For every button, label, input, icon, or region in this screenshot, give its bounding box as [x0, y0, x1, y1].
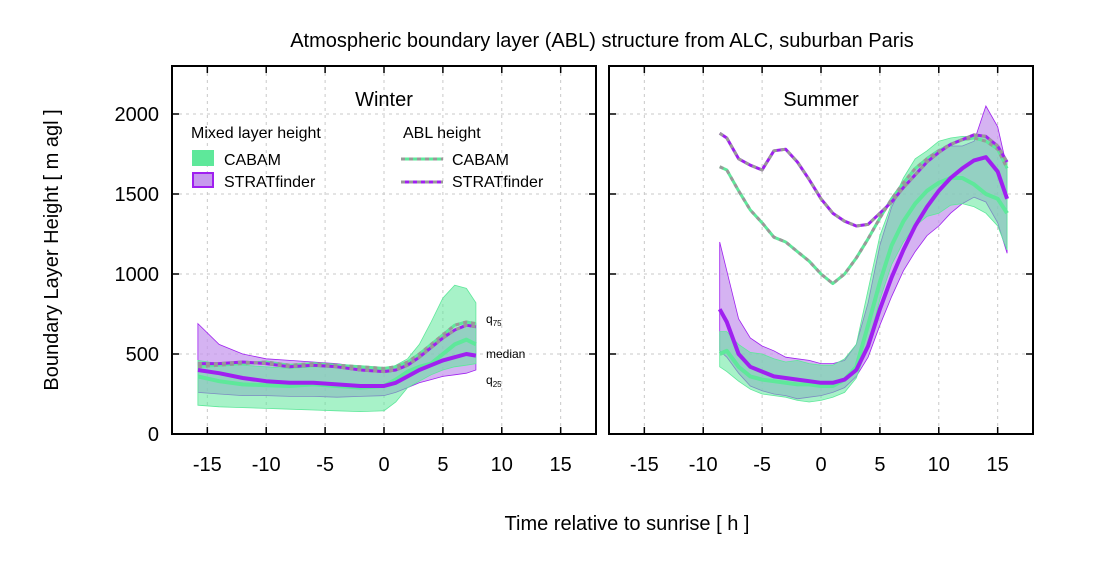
panel-summer-title: Summer — [783, 89, 859, 111]
x-tick-label: -5 — [316, 454, 334, 476]
annotation-q75-sub: 75 — [493, 319, 502, 328]
legend-label-stratfinder-abl: STRATfinder — [452, 174, 544, 191]
y-tick-label: 1500 — [115, 184, 160, 206]
legend-swatch-cabam-mlh — [192, 150, 214, 166]
x-tick-label: 5 — [437, 454, 448, 476]
x-tick-label: 15 — [987, 454, 1009, 476]
y-tick-label: 1000 — [115, 264, 160, 286]
x-tick-label: -15 — [630, 454, 659, 476]
line-median-stratfinder-summer — [717, 155, 1009, 385]
x-tick-label: 5 — [874, 454, 885, 476]
ticks-summer: -15 -10 -5 0 5 10 15 — [609, 66, 1033, 476]
y-tick-label: 2000 — [115, 104, 160, 126]
y-axis-label: Boundary Layer Height [ m agl ] — [41, 109, 63, 390]
x-tick-label: 0 — [815, 454, 826, 476]
panel-winter: -15 -10 -5 0 5 10 15 0 500 1000 1500 2000 — [115, 66, 596, 476]
x-tick-label: -15 — [193, 454, 222, 476]
panel-summer: -15 -10 -5 0 5 10 15 — [609, 66, 1033, 476]
dash-abl-stratfinder-summer — [718, 131, 1009, 228]
x-tick-label: -10 — [252, 454, 281, 476]
panel-summer-frame — [608, 65, 1034, 435]
x-axis-label: Time relative to sunrise [ h ] — [505, 513, 750, 535]
data-layer-winter — [197, 284, 477, 413]
legend-label-cabam-mlh: CABAM — [224, 152, 281, 169]
legend-label-cabam-abl: CABAM — [452, 152, 509, 169]
band-cabam-mlh-winter — [197, 284, 477, 413]
band-cabam-mlh-summer — [719, 136, 1008, 403]
legend-label-stratfinder-mlh: STRATfinder — [224, 174, 316, 191]
x-tick-label: -5 — [753, 454, 771, 476]
line-median-cabam-summer — [718, 176, 1009, 388]
dash-abl-cabam-winter — [197, 320, 477, 370]
panel-winter-frame — [171, 65, 597, 435]
ticks-winter: -15 -10 -5 0 5 10 15 0 500 1000 1500 2000 — [115, 66, 596, 476]
x-tick-label: 10 — [928, 454, 950, 476]
legend-swatch-stratfinder-mlh — [192, 172, 214, 188]
chart-title: Atmospheric boundary layer (ABL) structu… — [290, 30, 914, 52]
line-median-stratfinder-winter — [197, 352, 477, 388]
annotation-q25-sub: 25 — [493, 380, 502, 389]
dash-abl-stratfinder-winter — [197, 323, 477, 374]
annotation-median: median — [486, 347, 525, 361]
legend-mlh-header: Mixed layer height — [191, 125, 321, 142]
y-tick-label: 0 — [148, 424, 159, 446]
annotation-q25: q25 — [486, 373, 502, 389]
annotation-q75: q75 — [486, 312, 502, 328]
x-tick-label: 15 — [550, 454, 572, 476]
x-tick-label: 10 — [491, 454, 513, 476]
y-tick-label: 500 — [126, 344, 159, 366]
legend: Mixed layer height ABL height CABAM STRA… — [191, 125, 544, 191]
panel-winter-title: Winter — [355, 89, 413, 111]
x-tick-label: 0 — [378, 454, 389, 476]
x-tick-label: -10 — [689, 454, 718, 476]
legend-abl-header: ABL height — [403, 125, 481, 142]
data-layer-summer — [717, 105, 1009, 403]
